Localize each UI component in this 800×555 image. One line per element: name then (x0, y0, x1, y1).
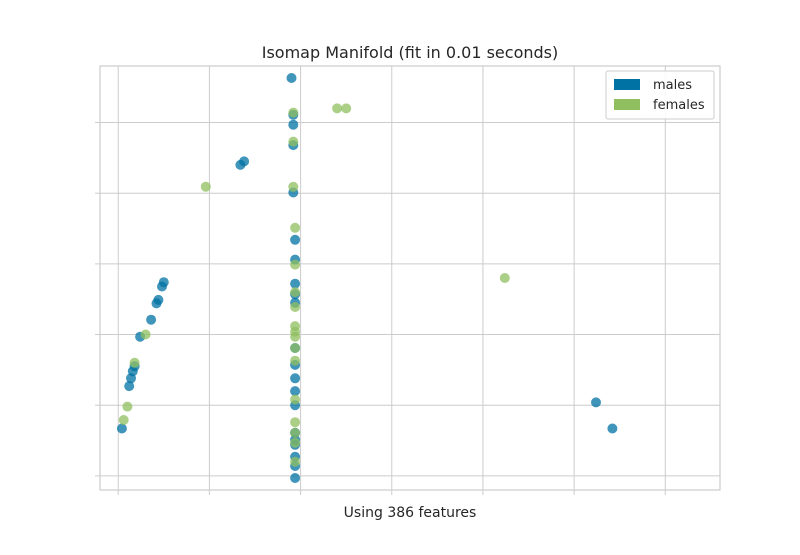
point-females-1 (332, 103, 343, 114)
legend-label-females: females (653, 98, 705, 113)
point-males-32 (290, 473, 301, 483)
chart-title: Isomap Manifold (fit in 0.01 seconds) (262, 43, 558, 62)
legend-label-males: males (653, 78, 692, 93)
point-females-17 (129, 357, 140, 368)
plot-frame (99, 65, 721, 491)
point-males-35 (607, 423, 618, 434)
point-females-0 (288, 107, 299, 118)
point-females-18 (290, 394, 301, 405)
point-males-25 (124, 381, 135, 392)
series-males (116, 73, 618, 483)
point-females-24 (290, 456, 301, 467)
point-females-7 (290, 259, 301, 270)
point-females-11 (140, 329, 151, 340)
point-females-9 (290, 287, 301, 298)
point-females-19 (122, 401, 133, 412)
point-females-15 (290, 343, 301, 353)
point-males-21 (290, 386, 301, 397)
point-males-0 (286, 73, 297, 83)
series-females (118, 103, 510, 467)
point-females-20 (290, 417, 301, 428)
point-males-7 (290, 234, 301, 245)
point-females-3 (288, 136, 299, 147)
point-males-2 (288, 119, 299, 130)
point-females-21 (118, 415, 129, 425)
point-females-16 (290, 355, 301, 366)
point-females-4 (200, 181, 211, 192)
point-females-8 (499, 273, 510, 283)
x-axis-label: Using 386 features (344, 505, 477, 521)
legend-swatch-males (614, 79, 640, 90)
point-males-15 (290, 278, 301, 289)
point-males-13 (146, 314, 157, 325)
point-males-10 (157, 281, 167, 292)
legend: males females (605, 70, 715, 120)
grid-lines (100, 66, 720, 490)
point-males-24 (126, 373, 136, 384)
point-females-6 (290, 222, 301, 233)
tick-marks (95, 122, 666, 495)
point-males-5 (235, 159, 246, 170)
point-males-33 (116, 423, 127, 434)
point-females-14 (290, 331, 301, 342)
legend-swatch-females (614, 99, 640, 110)
point-males-34 (591, 397, 601, 408)
point-females-23 (290, 437, 301, 448)
point-females-10 (290, 302, 301, 312)
point-males-12 (151, 298, 162, 309)
point-males-20 (290, 373, 301, 384)
point-females-22 (290, 427, 301, 438)
point-females-2 (341, 103, 352, 114)
data-points (116, 73, 618, 483)
point-females-5 (288, 181, 299, 192)
